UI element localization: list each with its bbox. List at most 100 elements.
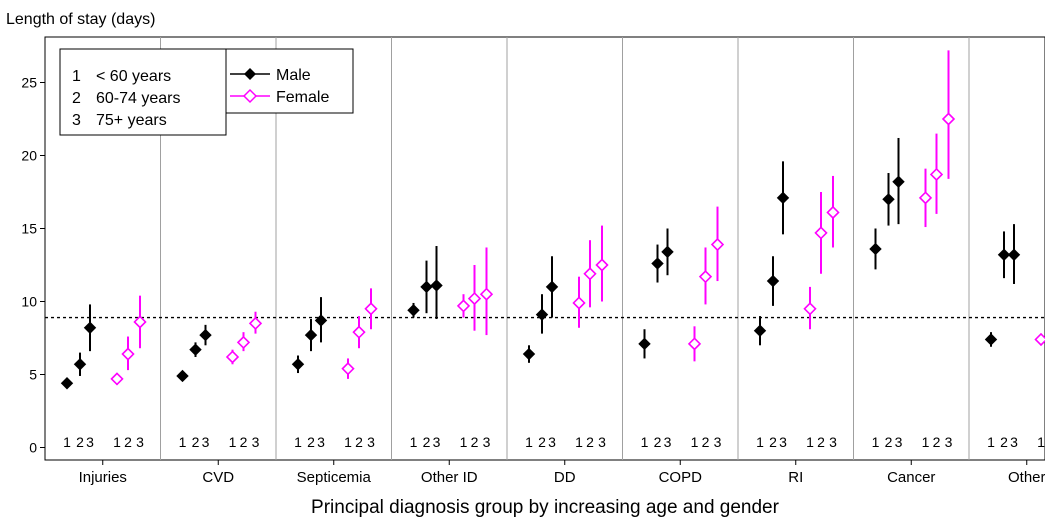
point-male — [535, 308, 549, 321]
age-code-label: 3 — [483, 434, 491, 450]
category-label: CVD — [202, 469, 234, 486]
category-label: Injuries — [79, 469, 127, 486]
point-male — [753, 324, 767, 337]
point-female — [352, 325, 366, 339]
point-male — [189, 343, 202, 356]
point-male — [1007, 248, 1021, 261]
y-tick-label-10: 10 — [21, 294, 37, 310]
legend-age-code-1: 1 — [72, 68, 81, 85]
point-female — [803, 302, 817, 316]
age-code-label: 1 — [922, 434, 930, 450]
age-code-label: 1 — [525, 434, 533, 450]
age-code-label: 1 — [1037, 434, 1045, 450]
point-female — [248, 316, 263, 331]
age-code-label: 1 — [179, 434, 187, 450]
age-code-label: 2 — [1000, 434, 1008, 450]
point-female — [225, 350, 240, 364]
point-male — [83, 321, 97, 334]
point-female — [467, 291, 482, 306]
age-code-label: 1 — [575, 434, 583, 450]
age-code-label: 1 — [641, 434, 649, 450]
point-female — [583, 267, 597, 281]
category-label: Septicemia — [297, 469, 372, 486]
age-code-label: 2 — [586, 434, 594, 450]
age-code-label: 1 — [63, 434, 71, 450]
point-male — [73, 358, 87, 371]
age-code-label: 1 — [691, 434, 699, 450]
age-code-label: 3 — [367, 434, 375, 450]
legend-age-code-3: 3 — [72, 112, 81, 129]
age-code-label: 2 — [654, 434, 662, 450]
point-female — [236, 335, 251, 350]
legend-age-box — [59, 48, 227, 136]
point-female — [710, 237, 725, 252]
point-female — [595, 258, 609, 272]
age-code-label: 1 — [113, 434, 121, 450]
category-label: DD — [554, 469, 576, 486]
age-code-label: 2 — [817, 434, 825, 450]
age-code-label: 1 — [806, 434, 814, 450]
point-female — [941, 112, 956, 126]
age-code-label: 2 — [885, 434, 893, 450]
point-female — [110, 372, 124, 386]
point-female — [479, 287, 494, 301]
category-label: Other — [1008, 469, 1045, 486]
point-male — [776, 191, 790, 205]
age-code-label: 3 — [86, 434, 94, 450]
age-code-label: 2 — [538, 434, 546, 450]
point-male — [661, 245, 674, 259]
age-code-label: 1 — [229, 434, 237, 450]
point-female — [814, 226, 828, 240]
point-male — [984, 333, 998, 346]
point-female — [918, 191, 933, 205]
age-code-label: 2 — [423, 434, 431, 450]
point-male — [199, 328, 212, 342]
age-code-label: 3 — [202, 434, 210, 450]
legend-age-code-2: 2 — [72, 90, 81, 107]
category-label: COPD — [659, 469, 703, 486]
age-code-label: 3 — [433, 434, 441, 450]
point-male — [997, 248, 1011, 261]
point-male — [638, 337, 651, 351]
point-male — [651, 257, 664, 270]
age-code-label: 3 — [829, 434, 837, 450]
legend-age-3: 75+ years — [96, 112, 167, 129]
point-male — [176, 369, 189, 383]
age-code-label: 2 — [240, 434, 248, 450]
point-male — [766, 274, 780, 288]
category-label: RI — [788, 469, 803, 486]
point-male — [304, 328, 318, 342]
legend-male-marker — [244, 68, 256, 80]
category-label: Cancer — [887, 469, 935, 486]
age-code-label: 2 — [355, 434, 363, 450]
age-code-label: 1 — [344, 434, 352, 450]
point-female — [133, 315, 147, 329]
age-code-label: 2 — [124, 434, 132, 450]
age-code-label: 2 — [769, 434, 777, 450]
age-code-label: 3 — [548, 434, 556, 450]
age-code-label: 2 — [702, 434, 710, 450]
point-male — [869, 242, 882, 256]
data-marks — [60, 50, 1045, 390]
legend-age-1: < 60 years — [96, 68, 171, 85]
age-code-label: 3 — [136, 434, 144, 450]
point-male — [60, 377, 74, 390]
age-code-label: 3 — [895, 434, 903, 450]
age-code-label: 3 — [1010, 434, 1018, 450]
point-female — [698, 270, 713, 284]
point-female — [456, 299, 471, 313]
point-female — [364, 302, 378, 316]
point-male — [407, 304, 420, 317]
y-tick-label-5: 5 — [29, 367, 37, 383]
y-tick-label-15: 15 — [21, 221, 37, 237]
age-code-label: 2 — [192, 434, 200, 450]
legend-male-label: Male — [276, 67, 311, 84]
age-code-label: 2 — [307, 434, 315, 450]
age-code-label: 3 — [714, 434, 722, 450]
x-axis-label: Principal diagnosis group by increasing … — [311, 497, 780, 518]
point-female — [121, 347, 135, 361]
age-code-label: 1 — [460, 434, 468, 450]
age-code-label: 2 — [471, 434, 479, 450]
